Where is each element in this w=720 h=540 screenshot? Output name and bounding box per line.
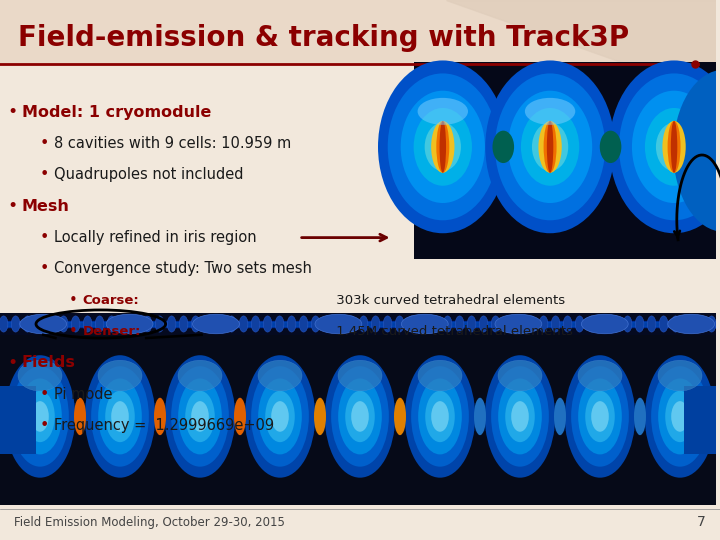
Ellipse shape (503, 316, 512, 332)
Text: Pi mode: Pi mode (54, 387, 112, 402)
Ellipse shape (516, 316, 524, 332)
Ellipse shape (599, 316, 608, 332)
Polygon shape (446, 0, 720, 97)
Ellipse shape (395, 316, 404, 332)
FancyBboxPatch shape (0, 0, 720, 65)
Ellipse shape (647, 316, 656, 332)
Ellipse shape (419, 316, 428, 332)
Ellipse shape (275, 316, 284, 332)
Ellipse shape (405, 355, 475, 478)
Text: •: • (7, 197, 17, 215)
Ellipse shape (658, 360, 702, 391)
Text: •: • (7, 354, 17, 372)
Text: •: • (40, 261, 50, 276)
Ellipse shape (167, 316, 176, 332)
FancyBboxPatch shape (0, 313, 720, 335)
Ellipse shape (498, 360, 542, 391)
Ellipse shape (634, 398, 646, 435)
Ellipse shape (671, 401, 689, 432)
Ellipse shape (511, 401, 528, 432)
Ellipse shape (98, 379, 142, 455)
Ellipse shape (258, 360, 302, 391)
Ellipse shape (11, 366, 69, 467)
Ellipse shape (591, 401, 609, 432)
Ellipse shape (671, 316, 680, 332)
Text: •: • (40, 136, 50, 151)
FancyBboxPatch shape (0, 335, 720, 505)
Ellipse shape (95, 316, 104, 332)
Ellipse shape (245, 355, 315, 478)
Ellipse shape (425, 123, 461, 171)
Ellipse shape (671, 121, 678, 173)
Ellipse shape (18, 379, 62, 455)
Text: 7: 7 (697, 515, 706, 529)
Ellipse shape (707, 316, 716, 332)
Ellipse shape (418, 379, 462, 455)
Ellipse shape (635, 316, 644, 332)
Text: Fields: Fields (22, 355, 76, 370)
Ellipse shape (662, 121, 685, 173)
Ellipse shape (120, 316, 128, 332)
Ellipse shape (156, 316, 164, 332)
Ellipse shape (645, 355, 715, 478)
Ellipse shape (315, 314, 361, 334)
Ellipse shape (31, 401, 49, 432)
Ellipse shape (251, 366, 309, 467)
Ellipse shape (539, 121, 562, 173)
Ellipse shape (578, 360, 622, 391)
Ellipse shape (372, 316, 380, 332)
Ellipse shape (338, 360, 382, 391)
Text: Field Emission Modeling, October 29-30, 2015: Field Emission Modeling, October 29-30, … (14, 516, 285, 529)
Ellipse shape (495, 314, 541, 334)
Ellipse shape (345, 391, 375, 442)
Ellipse shape (418, 360, 462, 391)
Ellipse shape (5, 355, 75, 478)
Ellipse shape (578, 379, 622, 455)
Ellipse shape (600, 131, 621, 163)
Ellipse shape (418, 98, 468, 125)
Ellipse shape (521, 108, 579, 186)
Text: Locally refined in iris region: Locally refined in iris region (54, 230, 256, 245)
Ellipse shape (311, 316, 320, 332)
Ellipse shape (402, 314, 448, 334)
FancyBboxPatch shape (716, 0, 720, 540)
Ellipse shape (48, 316, 56, 332)
Ellipse shape (143, 316, 152, 332)
Ellipse shape (539, 316, 548, 332)
Text: Coarse:: Coarse: (83, 294, 140, 307)
Ellipse shape (347, 316, 356, 332)
Ellipse shape (660, 316, 668, 332)
Ellipse shape (325, 355, 395, 478)
Ellipse shape (651, 366, 709, 467)
Text: •: • (69, 293, 78, 308)
Ellipse shape (336, 316, 344, 332)
Text: Mesh: Mesh (22, 199, 69, 214)
Ellipse shape (563, 316, 572, 332)
Ellipse shape (185, 391, 215, 442)
Ellipse shape (300, 316, 308, 332)
Ellipse shape (444, 316, 452, 332)
Ellipse shape (485, 355, 555, 478)
Ellipse shape (71, 316, 80, 332)
Ellipse shape (491, 366, 549, 467)
Ellipse shape (98, 360, 142, 391)
Ellipse shape (331, 366, 389, 467)
Ellipse shape (179, 316, 188, 332)
Ellipse shape (234, 398, 246, 435)
Ellipse shape (105, 391, 135, 442)
Ellipse shape (338, 379, 382, 455)
Ellipse shape (394, 398, 406, 435)
Ellipse shape (12, 316, 20, 332)
Ellipse shape (165, 355, 235, 478)
Ellipse shape (287, 316, 296, 332)
Ellipse shape (474, 398, 486, 435)
FancyBboxPatch shape (684, 386, 720, 454)
Text: Frequency =  1.2999669e+09: Frequency = 1.2999669e+09 (54, 418, 274, 433)
Ellipse shape (111, 401, 129, 432)
Ellipse shape (658, 379, 702, 455)
Ellipse shape (485, 60, 615, 233)
Ellipse shape (239, 316, 248, 332)
Text: •: • (40, 230, 50, 245)
Ellipse shape (351, 401, 369, 432)
